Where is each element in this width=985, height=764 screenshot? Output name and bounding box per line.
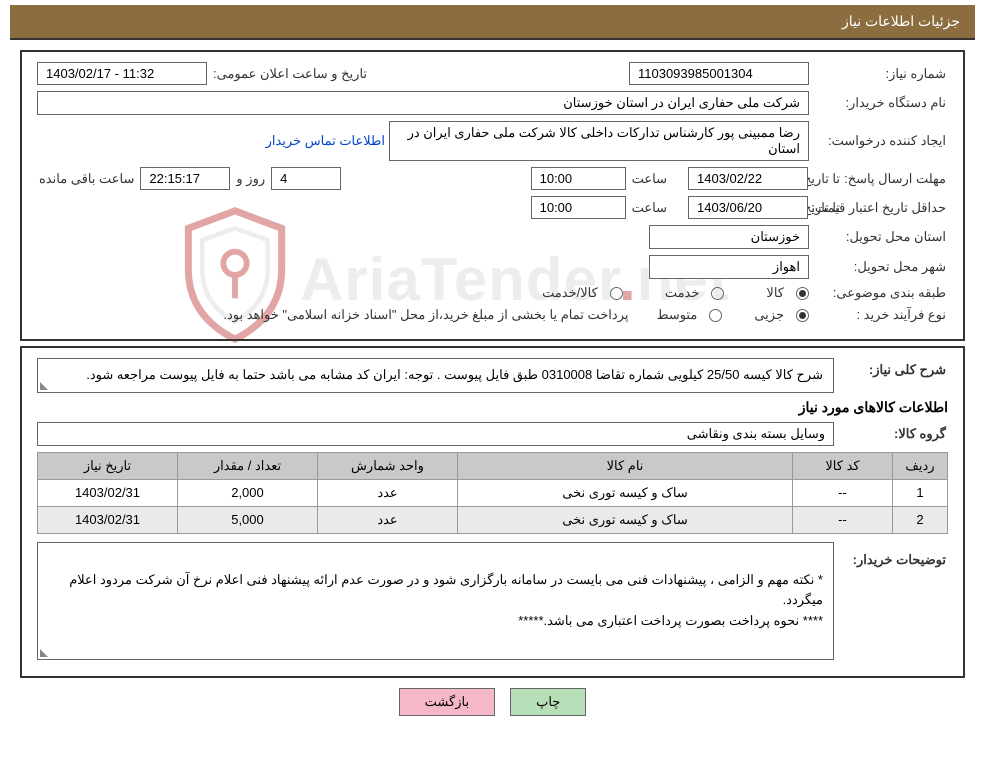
table-cell: 1403/02/31 bbox=[38, 479, 178, 506]
proc-medium-label: متوسط bbox=[654, 307, 699, 323]
announce-field: 1403/02/17 - 11:32 bbox=[37, 62, 207, 85]
province-field: خوزستان bbox=[649, 225, 809, 249]
table-cell: -- bbox=[793, 506, 893, 533]
radio-goods-service[interactable] bbox=[610, 287, 623, 300]
print-button[interactable]: چاپ bbox=[510, 688, 586, 716]
radio-minor[interactable] bbox=[796, 309, 809, 322]
th-code: کد کالا bbox=[793, 452, 893, 479]
resize-handle-icon[interactable] bbox=[40, 649, 48, 657]
details-panel: شرح کلی نیاز: شرح کالا کیسه 25/50 کیلویی… bbox=[20, 346, 965, 678]
back-button[interactable]: بازگشت bbox=[399, 688, 495, 716]
requester-label: ایجاد کننده درخواست: bbox=[813, 133, 948, 149]
city-label: شهر محل تحویل: bbox=[813, 259, 948, 275]
table-cell: -- bbox=[793, 479, 893, 506]
table-cell: 2,000 bbox=[178, 479, 318, 506]
validity-hour-field: 10:00 bbox=[531, 196, 626, 219]
page-title: جزئیات اطلاعات نیاز bbox=[842, 13, 960, 29]
table-cell: ساک و کیسه توری نخی bbox=[458, 479, 793, 506]
page-header: جزئیات اطلاعات نیاز bbox=[10, 5, 975, 40]
radio-medium[interactable] bbox=[709, 309, 722, 322]
remain-label: ساعت باقی مانده bbox=[37, 171, 136, 187]
hour-label-1: ساعت bbox=[630, 171, 669, 187]
process-radio-group: جزیی متوسط bbox=[654, 307, 809, 323]
validity-date-field: 1403/06/20 bbox=[688, 196, 808, 219]
buyer-note-label: توضیحات خریدار: bbox=[838, 542, 948, 568]
table-cell: عدد bbox=[318, 506, 458, 533]
cat-goods-service-label: کالا/خدمت bbox=[540, 285, 600, 301]
table-cell: ساک و کیسه توری نخی bbox=[458, 506, 793, 533]
until-label-1: تا تاریخ: bbox=[812, 171, 842, 187]
form-panel: شماره نیاز: 1103093985001304 تاریخ و ساع… bbox=[20, 50, 965, 341]
desc-box: شرح کالا کیسه 25/50 کیلویی شماره تقاضا 0… bbox=[37, 358, 834, 393]
group-field: وسایل بسته بندی ونقاشی bbox=[37, 422, 834, 446]
table-row: 1--ساک و کیسه توری نخیعدد2,0001403/02/31 bbox=[38, 479, 948, 506]
th-row: ردیف bbox=[893, 452, 948, 479]
table-cell: عدد bbox=[318, 479, 458, 506]
process-note: پرداخت تمام یا بخشی از مبلغ خرید،از محل … bbox=[221, 307, 630, 323]
requester-field: رضا ممبینی پور کارشناس تدارکات داخلی کال… bbox=[389, 121, 809, 161]
th-qty: تعداد / مقدار bbox=[178, 452, 318, 479]
buyer-note-text: * نکته مهم و الزامی ، پیشنهادات فنی می ب… bbox=[69, 572, 823, 629]
cat-goods-label: کالا bbox=[764, 285, 786, 301]
announce-label: تاریخ و ساعت اعلان عمومی: bbox=[211, 66, 369, 82]
need-no-label: شماره نیاز: bbox=[813, 66, 948, 82]
category-radio-group: کالا خدمت کالا/خدمت bbox=[540, 285, 809, 301]
desc-text: شرح کالا کیسه 25/50 کیلویی شماره تقاضا 0… bbox=[86, 367, 823, 382]
contact-link[interactable]: اطلاعات تماس خریدار bbox=[266, 133, 385, 149]
radio-goods[interactable] bbox=[796, 287, 809, 300]
table-cell: 1 bbox=[893, 479, 948, 506]
buyer-field: شرکت ملی حفاری ایران در استان خوزستان bbox=[37, 91, 809, 115]
desc-label: شرح کلی نیاز: bbox=[838, 358, 948, 378]
deadline-date-field: 1403/02/22 bbox=[688, 167, 808, 190]
resize-handle-icon[interactable] bbox=[40, 382, 48, 390]
table-row: 2--ساک و کیسه توری نخیعدد5,0001403/02/31 bbox=[38, 506, 948, 533]
items-section-title: اطلاعات کالاهای مورد نیاز bbox=[37, 399, 948, 416]
table-header-row: ردیف کد کالا نام کالا واحد شمارش تعداد /… bbox=[38, 452, 948, 479]
th-unit: واحد شمارش bbox=[318, 452, 458, 479]
group-label: گروه کالا: bbox=[838, 426, 948, 442]
buyer-note-box: * نکته مهم و الزامی ، پیشنهادات فنی می ب… bbox=[37, 542, 834, 660]
table-cell: 2 bbox=[893, 506, 948, 533]
deadline-label: مهلت ارسال پاسخ: bbox=[846, 171, 948, 187]
table-cell: 5,000 bbox=[178, 506, 318, 533]
proc-minor-label: جزیی bbox=[752, 307, 786, 323]
deadline-hour-field: 10:00 bbox=[531, 167, 626, 190]
category-label: طبقه بندی موضوعی: bbox=[813, 285, 948, 301]
table-cell: 1403/02/31 bbox=[38, 506, 178, 533]
need-no-field: 1103093985001304 bbox=[629, 62, 809, 85]
remain-time-field: 22:15:17 bbox=[140, 167, 230, 190]
province-label: استان محل تحویل: bbox=[813, 229, 948, 245]
items-table: ردیف کد کالا نام کالا واحد شمارش تعداد /… bbox=[37, 452, 948, 534]
days-label: روز و bbox=[234, 171, 267, 187]
th-name: نام کالا bbox=[458, 452, 793, 479]
process-label: نوع فرآیند خرید : bbox=[813, 307, 948, 323]
cat-service-label: خدمت bbox=[663, 285, 702, 301]
hour-label-2: ساعت bbox=[630, 200, 669, 216]
button-row: چاپ بازگشت bbox=[0, 688, 985, 716]
radio-service[interactable] bbox=[711, 287, 724, 300]
th-date: تاریخ نیاز bbox=[38, 452, 178, 479]
buyer-label: نام دستگاه خریدار: bbox=[813, 95, 948, 111]
city-field: اهواز bbox=[649, 255, 809, 279]
until-label-2: تا تاریخ: bbox=[812, 200, 842, 216]
days-field: 4 bbox=[271, 167, 341, 190]
